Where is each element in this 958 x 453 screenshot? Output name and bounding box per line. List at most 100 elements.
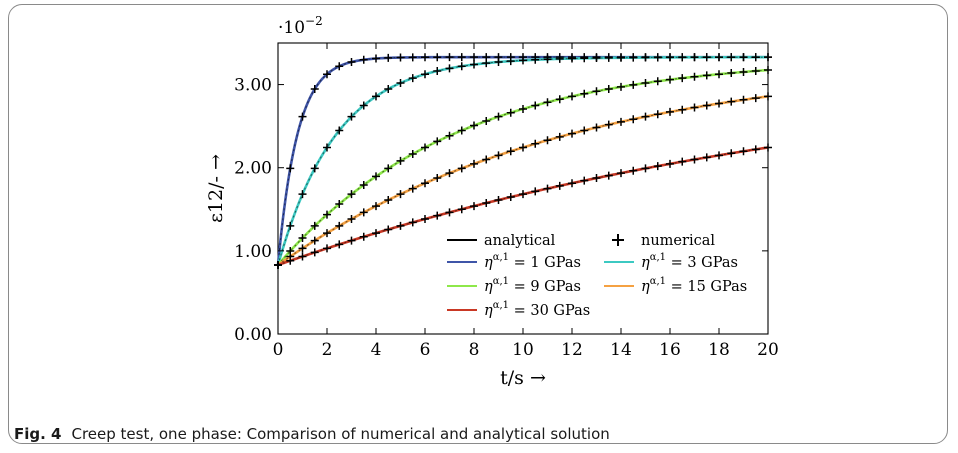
legend-label: ηα,1 = 1 GPas: [484, 252, 581, 271]
numerical-point: [384, 195, 393, 204]
x-tick-label: 0: [273, 340, 284, 360]
y-tick-label: 1.00: [234, 242, 272, 262]
numerical-point: [298, 190, 307, 199]
numerical-point: [298, 252, 307, 261]
numerical-point: [568, 129, 576, 138]
numerical-point: [372, 92, 380, 101]
numerical-point: [580, 126, 589, 135]
legend-label: ηα,1 = 3 GPas: [641, 252, 738, 271]
numerical-point: [359, 101, 368, 110]
numerical-point: [543, 55, 552, 64]
numerical-point: [580, 89, 589, 98]
legend-label: ηα,1 = 9 GPas: [484, 276, 581, 295]
numerical-point: [396, 221, 405, 230]
numerical-point: [531, 101, 540, 110]
numerical-point: [494, 151, 503, 160]
numerical-point: [335, 240, 344, 249]
numerical-point: [555, 132, 564, 141]
y-multiplier-dot: ·10: [278, 18, 305, 38]
x-tick-label: 8: [469, 340, 480, 360]
numerical-point: [629, 53, 638, 62]
numerical-point: [323, 143, 331, 152]
numerical-point: [310, 164, 319, 173]
numerical-point: [604, 171, 613, 180]
y-multiplier-label: ·10−2: [278, 14, 323, 38]
numerical-point: [384, 164, 393, 173]
numerical-point: [445, 64, 454, 73]
numerical-point: [604, 53, 613, 62]
numerical-point: [715, 151, 723, 160]
numerical-point: [592, 87, 601, 96]
numerical-point: [715, 99, 723, 108]
numerical-point: [482, 199, 491, 207]
numerical-point: [335, 62, 344, 71]
numerical-point: [482, 116, 491, 125]
numerical-point: [739, 147, 748, 156]
numerical-point: [457, 126, 466, 135]
series-layer: [274, 53, 772, 269]
numerical-point: [433, 211, 442, 220]
numerical-point: [764, 92, 772, 101]
numerical-point: [457, 205, 466, 214]
numerical-point: [531, 55, 540, 64]
numerical-point: [359, 232, 368, 241]
numerical-point: [384, 85, 393, 94]
numerical-point: [604, 85, 613, 94]
numerical-point: [678, 157, 687, 166]
numerical-point: [629, 80, 638, 89]
y-multiplier-exponent: −2: [305, 14, 323, 28]
numerical-point: [580, 176, 589, 185]
numerical-point: [421, 143, 429, 152]
numerical-point: [408, 218, 417, 227]
numerical-point: [421, 179, 429, 188]
numerical-point: [323, 244, 331, 253]
numerical-point: [506, 147, 515, 156]
numerical-point: [617, 82, 625, 91]
numerical-point: [335, 126, 344, 135]
numerical-point: [519, 104, 527, 113]
numerical-point: [482, 59, 491, 68]
numerical-point: [739, 95, 748, 104]
numerical-point: [715, 53, 723, 62]
numerical-point: [629, 166, 638, 175]
numerical-point: [335, 221, 344, 230]
numerical-point: [653, 110, 662, 119]
numerical-point: [764, 66, 772, 75]
numerical-point: [506, 193, 515, 202]
numerical-point: [568, 54, 576, 63]
numerical-point: [519, 190, 527, 199]
numerical-point: [678, 74, 687, 83]
numerical-point: [617, 169, 625, 178]
numerical-point: [506, 57, 515, 66]
figure-frame: [8, 4, 948, 444]
numerical-point: [433, 137, 442, 146]
numerical-point: [568, 92, 576, 101]
numerical-point: [764, 53, 772, 62]
numerical-point: [470, 202, 478, 211]
numerical-point: [653, 77, 662, 86]
numerical-point: [408, 184, 417, 193]
numerical-point: [568, 179, 576, 188]
numerical-point: [470, 53, 478, 62]
y-axis-label: ε12/- →: [205, 154, 227, 223]
numerical-point: [372, 202, 380, 211]
numerical-point: [372, 172, 380, 181]
numerical-point: [494, 195, 503, 204]
x-tick-label: 18: [708, 340, 730, 360]
numerical-point: [592, 54, 601, 63]
numerical-point: [335, 200, 344, 209]
numerical-point: [347, 215, 356, 224]
numerical-point: [617, 117, 625, 126]
numerical-point: [347, 58, 356, 67]
numerical-point: [445, 169, 454, 178]
x-tick-label: 16: [659, 340, 681, 360]
numerical-point: [617, 53, 625, 62]
numerical-point: [666, 53, 674, 62]
y-tick-label: 0.00: [234, 325, 272, 345]
numerical-point: [457, 62, 466, 71]
numerical-point: [457, 53, 466, 62]
ticks-layer: 0 2 4 6 8 10 12 14 16 18 20 0.00 1.00 2.00 3.00: [234, 43, 779, 360]
numerical-point: [323, 210, 331, 219]
numerical-point: [666, 107, 674, 116]
numerical-point: [555, 181, 564, 190]
